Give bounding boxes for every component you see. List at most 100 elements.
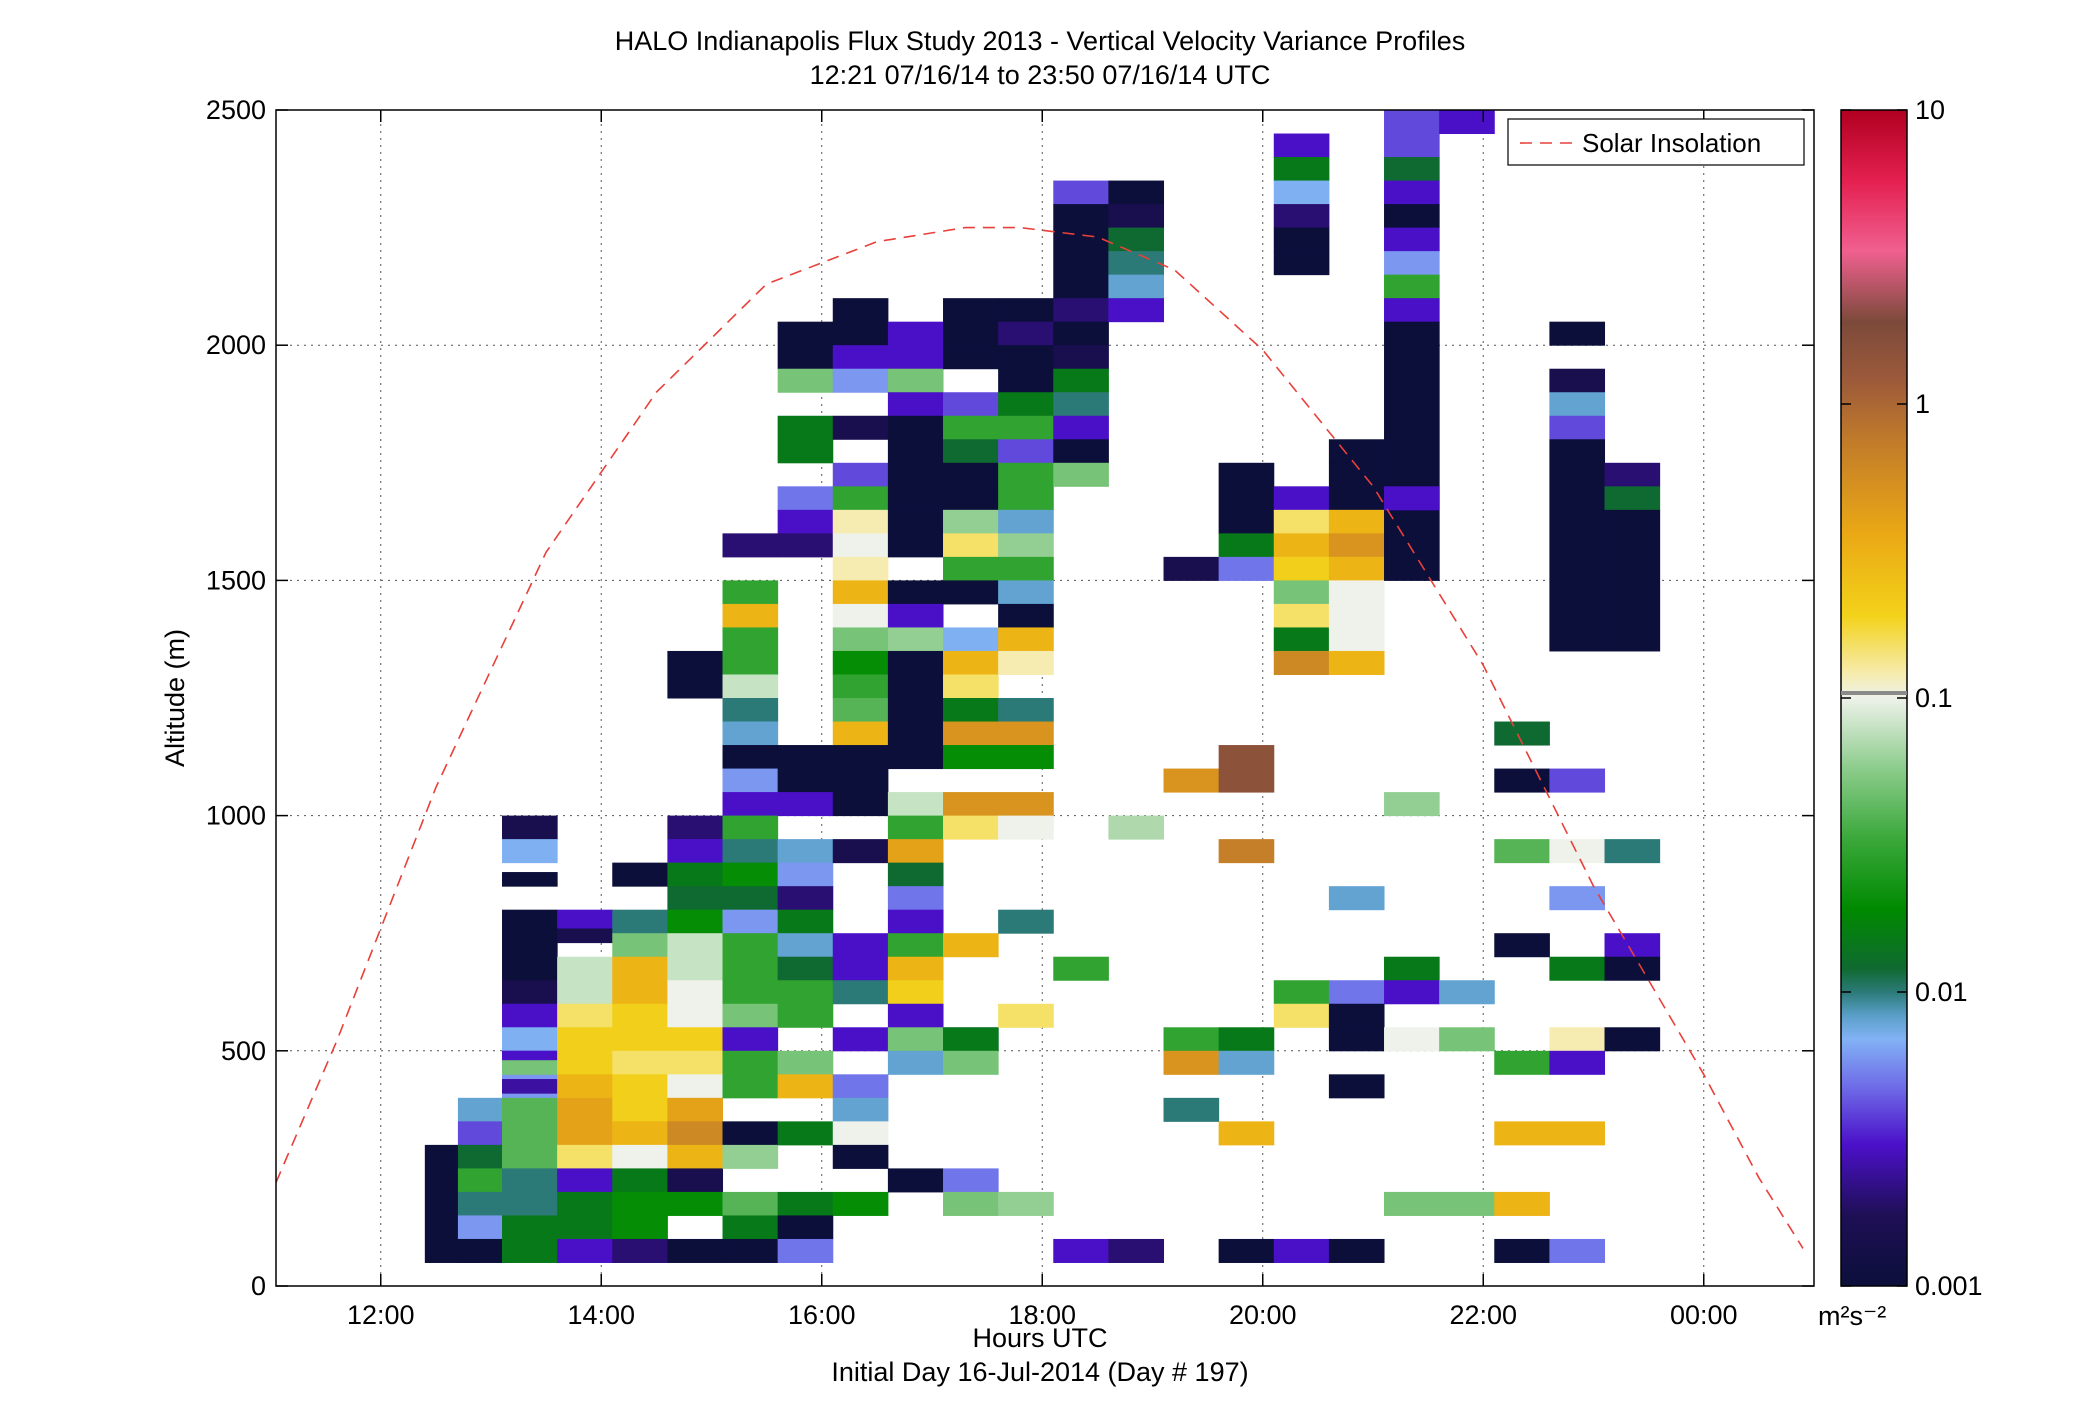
variance-cell [722, 1191, 779, 1216]
variance-cell [722, 580, 779, 605]
variance-cell [1273, 227, 1330, 252]
variance-cell [1273, 556, 1330, 581]
variance-cell [777, 956, 834, 981]
variance-cell [1163, 1097, 1220, 1122]
x-axis: 12:00 14:00 16:00 18:00 20:00 22:00 00:00 [347, 110, 1738, 1330]
variance-cell [1494, 1238, 1550, 1263]
y-tick-label: 500 [221, 1036, 266, 1066]
variance-cell [887, 368, 944, 393]
variance-cell [722, 839, 779, 864]
variance-cell [1053, 439, 1109, 464]
variance-cell [943, 439, 999, 464]
variance-cell [667, 1050, 724, 1075]
legend-label-solar-insolation: Solar Insolation [1582, 128, 1761, 158]
y-axis-label: Altitude (m) [160, 629, 190, 767]
variance-cell [1549, 415, 1606, 440]
variance-cell [722, 745, 779, 770]
colorbar-tick-label: 0.001 [1915, 1271, 1983, 1301]
variance-cell [777, 1238, 834, 1263]
variance-cell [502, 1097, 558, 1169]
variance-cell [667, 1238, 724, 1263]
variance-cell [502, 839, 558, 864]
variance-cell [943, 933, 999, 958]
variance-cell [887, 650, 944, 770]
variance-cell [1384, 274, 1440, 299]
variance-cell [1384, 180, 1440, 205]
variance-cell [557, 1074, 613, 1099]
variance-cell [1273, 533, 1330, 558]
variance-cell [722, 698, 779, 723]
variance-cell [777, 1050, 834, 1075]
variance-cell [777, 909, 834, 934]
variance-cell [832, 627, 889, 652]
variance-cells [424, 110, 1661, 1263]
variance-cell [1108, 204, 1165, 229]
variance-cell [557, 1097, 613, 1146]
variance-cell [1494, 768, 1550, 793]
legend-box [1507, 118, 1805, 166]
variance-cell [998, 603, 1054, 628]
variance-cell [998, 650, 1054, 675]
variance-cell [722, 862, 779, 887]
variance-cell [832, 745, 889, 817]
variance-cell [667, 1191, 724, 1216]
variance-cell [832, 1144, 889, 1169]
variance-cell [943, 1191, 999, 1216]
variance-cell [887, 933, 944, 958]
variance-cell [777, 1121, 834, 1146]
variance-cell [943, 1050, 999, 1075]
variance-cell [722, 815, 779, 840]
variance-cell [777, 509, 834, 534]
y-tick-label: 2500 [206, 95, 266, 125]
variance-cell [777, 368, 834, 393]
variance-cell [832, 933, 889, 958]
variance-cell [667, 1168, 724, 1193]
x-tick-label: 18:00 [1008, 1300, 1076, 1330]
variance-cell [1273, 580, 1330, 605]
variance-cell [1273, 980, 1330, 1005]
variance-cell [1108, 180, 1165, 205]
variance-cell [943, 627, 999, 652]
variance-cell [612, 1168, 668, 1193]
variance-cell [943, 721, 999, 746]
colorbar-tick-label: 0.01 [1915, 977, 1968, 1007]
legend: Solar Insolation [1507, 118, 1805, 166]
variance-cell [667, 1027, 724, 1052]
variance-cell [998, 745, 1054, 770]
variance-cell [943, 698, 999, 723]
variance-cell [832, 1121, 889, 1146]
variance-cell [832, 462, 889, 487]
variance-cell [777, 1074, 834, 1099]
variance-cell [887, 909, 944, 934]
variance-cell [612, 1121, 668, 1146]
variance-cell [1384, 110, 1440, 135]
variance-cell [943, 533, 999, 558]
variance-cell [1494, 933, 1550, 958]
variance-cell [1604, 1027, 1661, 1052]
variance-cell [832, 603, 889, 628]
variance-cell [557, 956, 613, 1005]
variance-cell [502, 1079, 558, 1094]
variance-cell [722, 933, 779, 1005]
x-axis-label: Hours UTC [972, 1323, 1107, 1353]
variance-cell [502, 1003, 558, 1028]
variance-cell [1163, 1027, 1220, 1052]
variance-cell [943, 509, 999, 534]
variance-cell [1384, 321, 1440, 581]
variance-cell [612, 1003, 668, 1052]
variance-cell [612, 933, 668, 958]
colorbar: 0.001 0.01 0.1 1 10 m²s⁻² [1818, 95, 1983, 1331]
variance-cell [1384, 133, 1440, 158]
variance-cell [887, 580, 944, 605]
variance-cell [667, 815, 724, 840]
variance-cell [943, 815, 999, 840]
variance-cell [502, 909, 558, 981]
variance-cell [1328, 580, 1385, 605]
variance-cell [1053, 345, 1109, 370]
variance-cell [557, 909, 613, 929]
variance-cell [722, 1238, 779, 1263]
variance-cell [1384, 792, 1440, 817]
variance-cell [998, 321, 1054, 346]
variance-cell [887, 1050, 944, 1075]
